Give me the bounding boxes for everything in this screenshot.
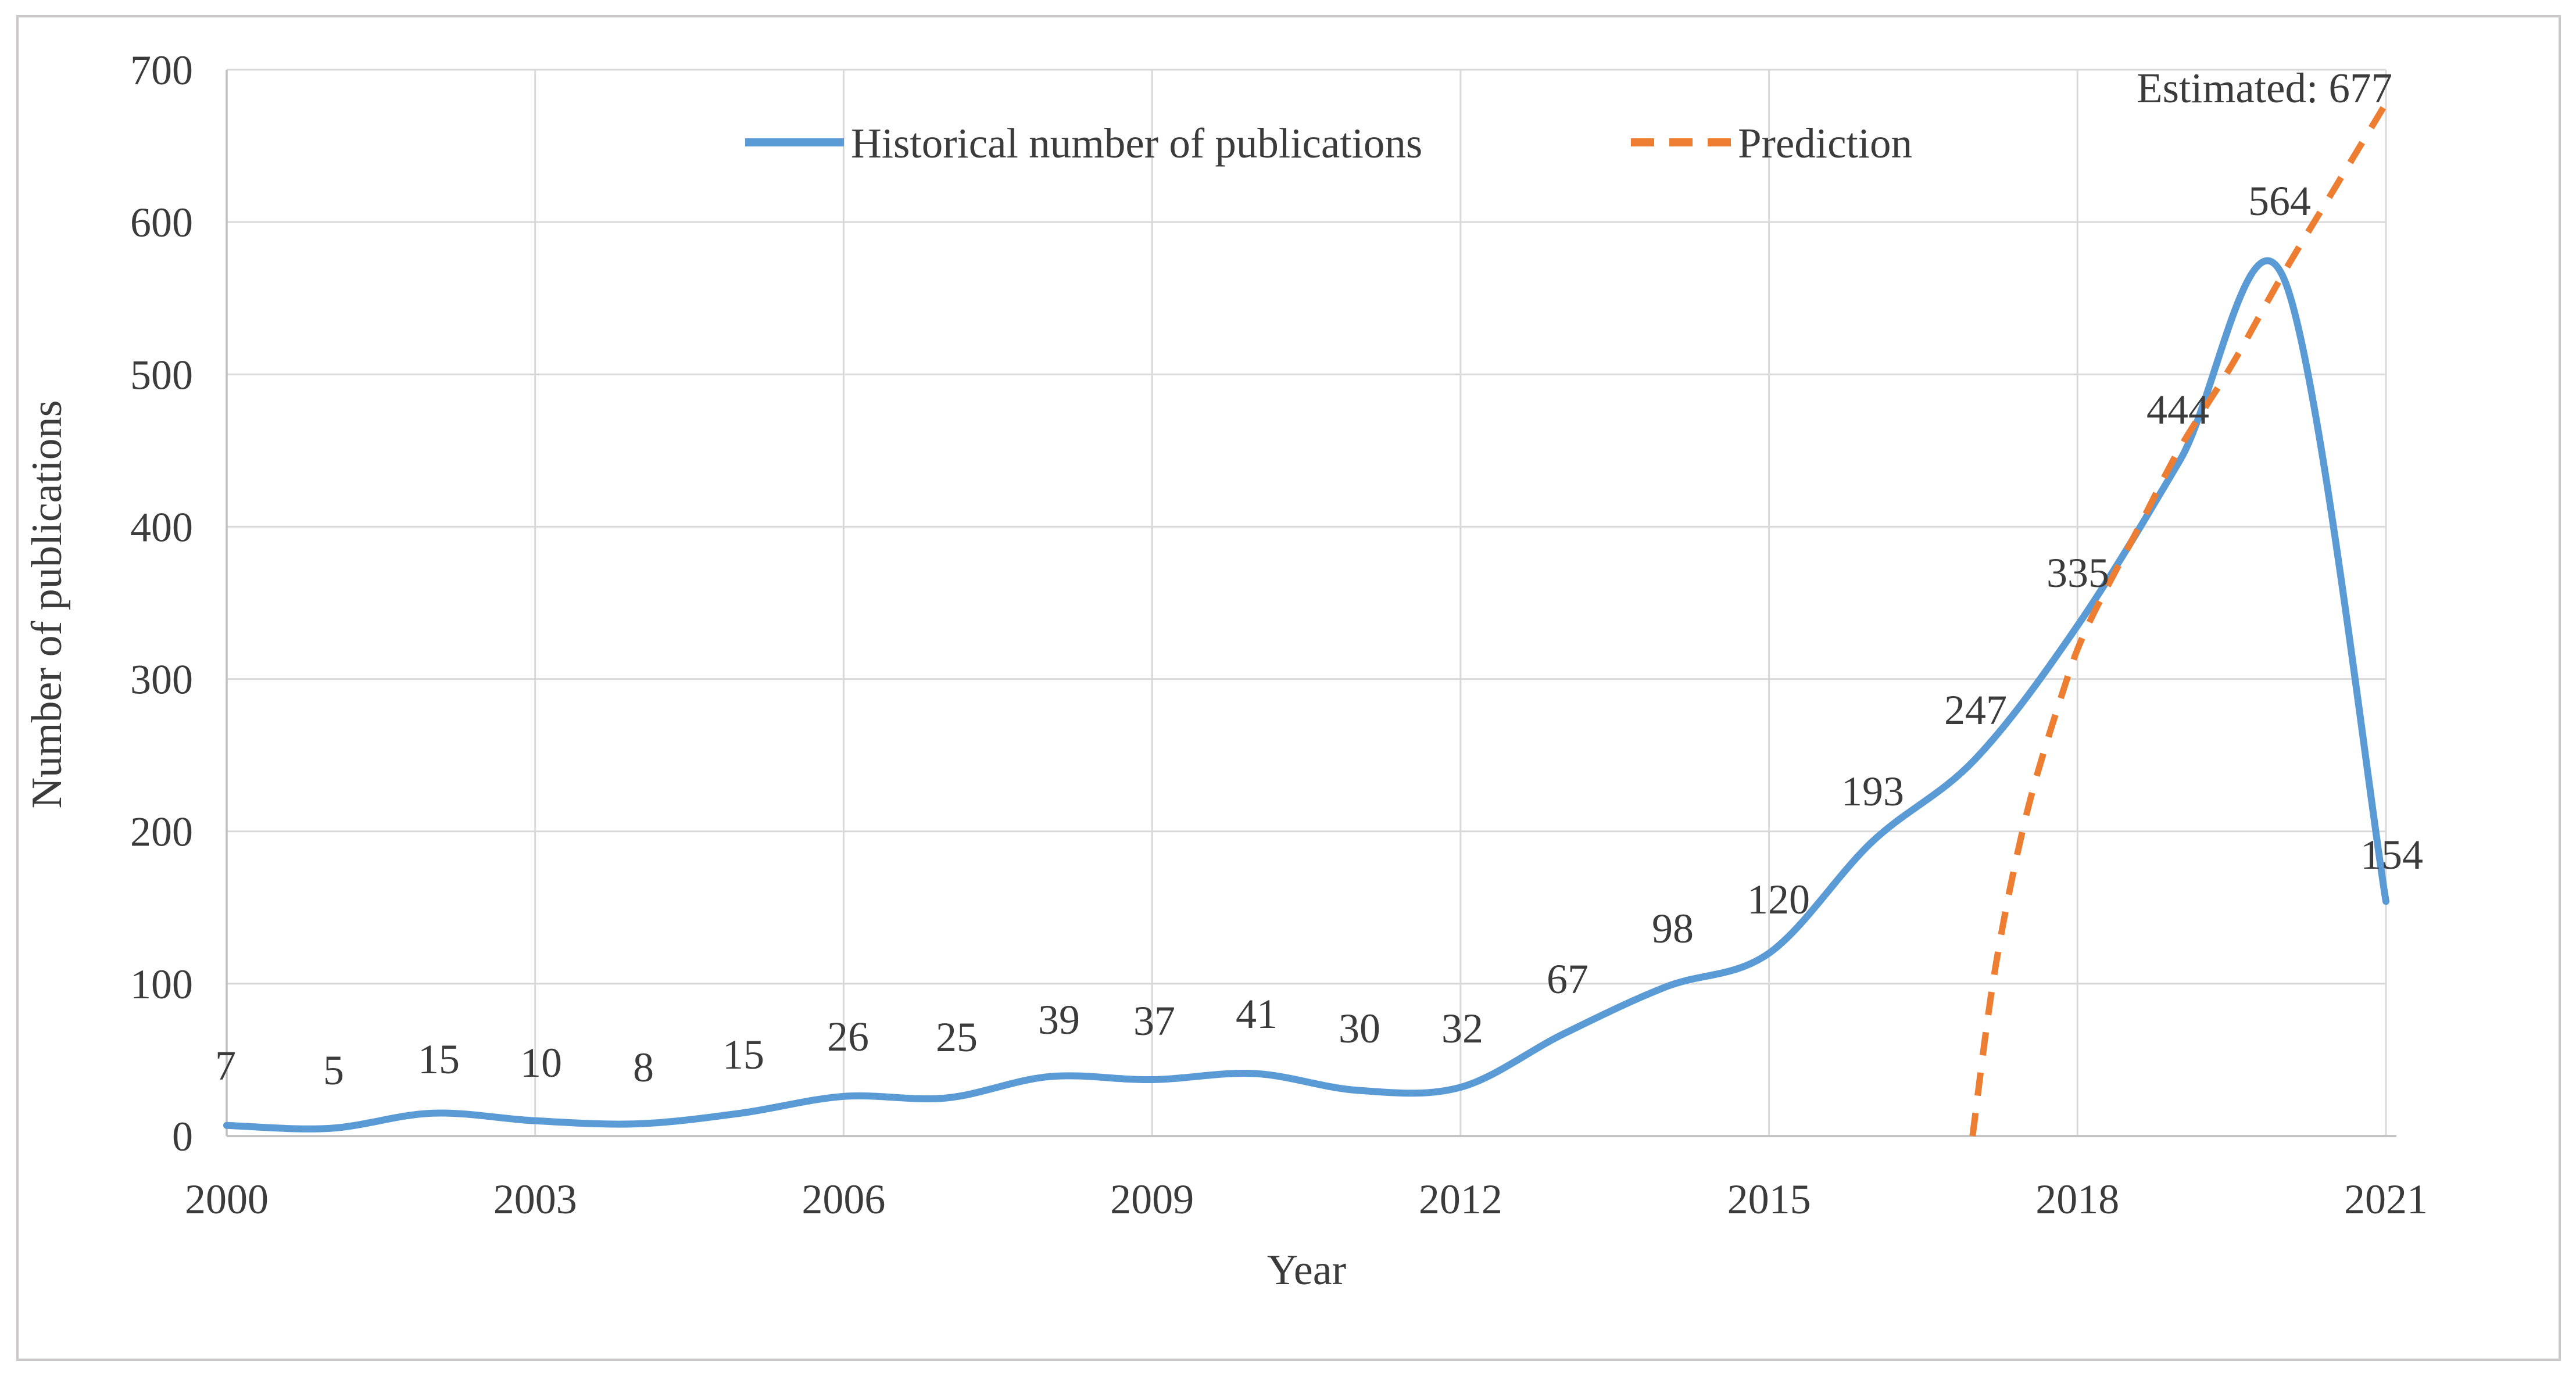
x-tick-label-2003: 2003	[493, 1176, 577, 1223]
x-tick-label-2012: 2012	[1419, 1176, 1502, 1223]
data-label-2005: 15	[722, 1031, 764, 1078]
y-tick-label-700: 700	[130, 47, 193, 94]
y-tick-label-500: 500	[130, 352, 193, 398]
data-label-2009: 37	[1133, 998, 1175, 1044]
y-tick-label-100: 100	[130, 961, 193, 1008]
data-label-2016: 193	[1841, 768, 1904, 815]
x-tick-label-2009: 2009	[1110, 1176, 1194, 1223]
x-tick-label-2000: 2000	[185, 1176, 269, 1223]
data-label-2004: 8	[633, 1044, 654, 1091]
data-label-2015: 120	[1747, 876, 1810, 923]
chart-border	[16, 15, 2561, 1361]
data-label-2020: 564	[2248, 178, 2311, 224]
data-label-2011: 30	[1339, 1005, 1380, 1052]
y-axis-tick-labels: 0 100 200 300 400 500 600 700	[130, 47, 193, 1160]
y-tick-label-400: 400	[130, 504, 193, 550]
x-tick-label-2015: 2015	[1727, 1176, 1811, 1223]
legend: Historical number of publications Predic…	[745, 120, 1912, 167]
historical-line	[223, 257, 2389, 1133]
gridlines	[227, 69, 2387, 1136]
y-axis-title: Number of publications	[23, 400, 71, 809]
data-label-2002: 15	[418, 1036, 460, 1083]
axes	[226, 70, 2396, 1137]
y-tick-label-600: 600	[130, 199, 193, 246]
prediction-line	[1969, 101, 2389, 1137]
estimated-value-annotation: Estimated: 677	[2137, 64, 2392, 112]
data-label-2008: 39	[1038, 997, 1080, 1043]
data-label-2006: 26	[827, 1013, 869, 1060]
y-tick-label-200: 200	[130, 809, 193, 855]
x-tick-label-2021: 2021	[2344, 1176, 2428, 1223]
data-label-2018: 335	[2047, 550, 2109, 596]
data-label-2000: 7	[215, 1042, 236, 1089]
x-tick-label-2006: 2006	[802, 1176, 885, 1223]
data-label-2010: 41	[1236, 991, 1278, 1037]
x-axis-tick-labels: 2000 2003 2006 2009 2012 2015 2018 2021	[185, 1176, 2428, 1223]
x-axis-title: Year	[1267, 1246, 1346, 1294]
data-label-2012: 32	[1441, 1005, 1483, 1052]
data-label-2019: 444	[2146, 386, 2209, 433]
data-labels: 7 5 15 10 8 15 26 25 39 37 41 30 32 67 98 120 193 247 335 4…	[215, 178, 2423, 1094]
legend-historical-label: Historical number of publications	[851, 120, 1422, 167]
data-label-2007: 25	[936, 1014, 978, 1060]
series-lines	[223, 101, 2389, 1137]
y-tick-label-300: 300	[130, 657, 193, 703]
data-label-2017: 247	[1944, 687, 2007, 733]
data-label-2001: 5	[323, 1047, 344, 1094]
y-tick-label-0: 0	[172, 1113, 193, 1160]
data-label-2003: 10	[520, 1040, 562, 1086]
data-label-2021: 154	[2360, 832, 2423, 878]
data-label-2014: 98	[1652, 905, 1694, 952]
data-label-2013: 67	[1547, 956, 1588, 1002]
x-tick-label-2018: 2018	[2035, 1176, 2119, 1223]
legend-prediction-label: Prediction	[1738, 120, 1912, 167]
